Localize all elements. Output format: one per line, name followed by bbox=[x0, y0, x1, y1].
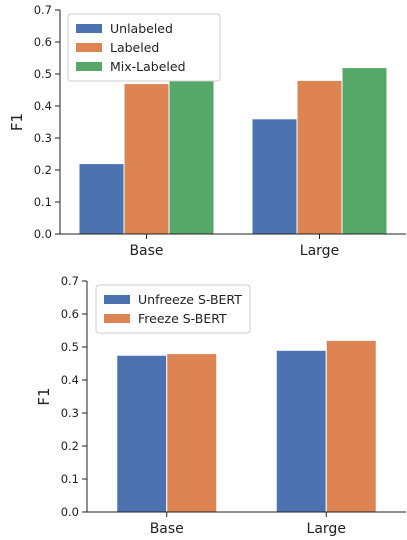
bar-unfreeze-s-bert-large bbox=[275, 349, 327, 513]
x-tick-label-large: Large bbox=[300, 243, 339, 259]
legend-swatch-labeled bbox=[76, 43, 102, 52]
bar-freeze-s-bert-large bbox=[325, 339, 377, 513]
y-tick-label: 0.4 bbox=[34, 99, 52, 113]
y-tick-label: 0.0 bbox=[34, 227, 52, 241]
bar-labeled-base bbox=[123, 83, 170, 235]
y-tick-label: 0.3 bbox=[61, 406, 79, 420]
x-tick-label-base: Base bbox=[150, 521, 184, 537]
y-tick-label: 0.5 bbox=[61, 340, 79, 354]
x-tick-label-base: Base bbox=[129, 243, 163, 259]
y-tick-label: 0.1 bbox=[34, 195, 52, 209]
y-tick-label: 0.7 bbox=[61, 274, 79, 288]
bar-freeze-s-bert-base bbox=[166, 353, 218, 513]
y-tick-label: 0.3 bbox=[34, 131, 52, 145]
bar-unlabeled-large bbox=[251, 118, 298, 235]
legend-swatch-mix-labeled bbox=[76, 62, 102, 71]
legend-label-mix-labeled: Mix-Labeled bbox=[110, 59, 186, 74]
legend-swatch-unfreeze-s-bert bbox=[104, 295, 130, 304]
y-tick-label: 0.2 bbox=[34, 163, 52, 177]
legend-swatch-freeze-s-bert bbox=[104, 314, 130, 323]
legend-box bbox=[67, 13, 221, 82]
chart-panel-2: 0.0 0.1 0.2 0.3 0.4 0.5 0.6 0.7 Base Large F1 Unfre… bbox=[35, 274, 406, 537]
bar-mix-labeled-large bbox=[341, 67, 388, 235]
y-axis-label: F1 bbox=[35, 387, 53, 405]
chart-panel-1: 0.0 0.1 0.2 0.3 0.4 0.5 0.6 0.7 Base Large F1 Unlab… bbox=[8, 3, 406, 259]
legend-label-unlabeled: Unlabeled bbox=[110, 21, 173, 36]
bar-unlabeled-base bbox=[78, 163, 125, 235]
y-tick-label: 0.4 bbox=[61, 373, 79, 387]
bar-labeled-large bbox=[296, 79, 343, 235]
legend-label-labeled: Labeled bbox=[110, 40, 159, 55]
y-tick-label: 0.0 bbox=[61, 505, 79, 519]
bar-mix-labeled-base bbox=[168, 79, 215, 235]
y-tick-label: 0.6 bbox=[61, 307, 79, 321]
legend-box bbox=[95, 284, 251, 334]
y-tick-label: 0.7 bbox=[34, 3, 52, 17]
legend-swatch-unlabeled bbox=[76, 24, 102, 33]
legend-label-freeze-s-bert: Freeze S-BERT bbox=[138, 311, 227, 326]
legend-label-unfreeze-s-bert: Unfreeze S-BERT bbox=[138, 292, 242, 307]
y-tick-label: 0.5 bbox=[34, 67, 52, 81]
bar-unfreeze-s-bert-base bbox=[116, 354, 168, 513]
y-axis-label: F1 bbox=[8, 113, 26, 131]
y-tick-label: 0.6 bbox=[34, 35, 52, 49]
y-tick-label: 0.1 bbox=[61, 472, 79, 486]
x-tick-label-large: Large bbox=[307, 521, 346, 537]
y-tick-label: 0.2 bbox=[61, 439, 79, 453]
